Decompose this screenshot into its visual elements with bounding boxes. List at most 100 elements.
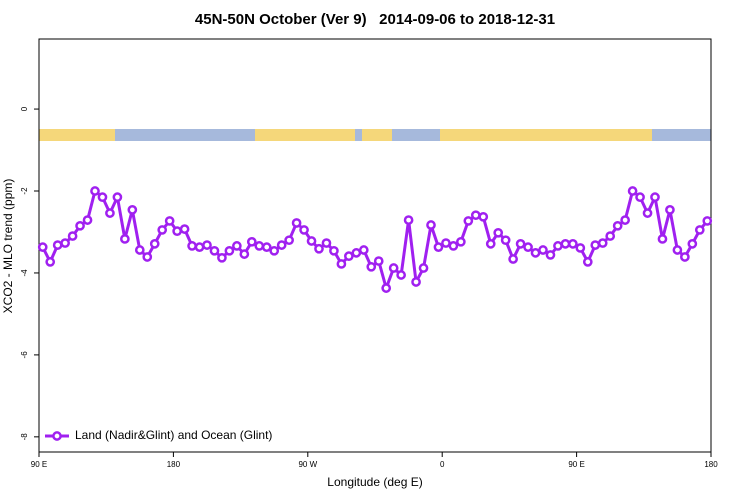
- data-point: [411, 277, 421, 287]
- data-point: [635, 192, 645, 203]
- data-point: [508, 254, 518, 264]
- data-point: [500, 235, 511, 246]
- data-point: [127, 205, 138, 215]
- data-point: [239, 249, 250, 259]
- data-point: [418, 263, 429, 273]
- data-point: [575, 243, 586, 253]
- data-point: [373, 256, 384, 266]
- data-point: [560, 239, 571, 249]
- data-point: [612, 220, 623, 231]
- data-point: [202, 240, 212, 250]
- map-strip: [39, 129, 711, 141]
- y-tick-label: -2: [20, 187, 29, 195]
- data-point: [642, 208, 653, 218]
- data-point: [553, 241, 563, 251]
- data-point: [105, 208, 115, 218]
- x-tick-label: 180: [167, 460, 181, 469]
- data-point: [351, 248, 362, 258]
- data-point: [672, 245, 683, 255]
- data-point: [217, 252, 227, 263]
- legend-marker: [52, 431, 62, 441]
- data-point: [515, 239, 526, 249]
- data-point: [448, 241, 459, 251]
- data-point: [568, 239, 578, 249]
- data-point: [470, 210, 481, 221]
- data-point: [224, 245, 235, 256]
- data-point: [261, 242, 272, 252]
- x-tick-label: 90 E: [31, 460, 47, 469]
- x-tick-label: 90 E: [568, 460, 584, 469]
- data-point: [396, 270, 406, 280]
- data-point: [194, 242, 205, 252]
- y-tick-label: 0: [20, 106, 29, 111]
- data-point: [582, 257, 593, 267]
- data-point: [538, 245, 548, 255]
- data-point: [485, 239, 496, 249]
- data-point: [269, 245, 280, 256]
- data-point: [441, 238, 451, 248]
- data-point: [530, 248, 541, 258]
- data-point: [433, 242, 444, 252]
- data-point: [120, 234, 130, 244]
- data-point: [314, 243, 324, 254]
- data-point: [97, 192, 108, 203]
- data-point: [232, 241, 242, 251]
- x-tick-label: 180: [704, 460, 718, 469]
- y-axis-label: XCO2 - MLO trend (ppm): [1, 179, 15, 314]
- data-point: [665, 205, 675, 215]
- y-tick-label: -6: [20, 351, 29, 359]
- data-point: [60, 238, 70, 248]
- data-point: [680, 252, 690, 262]
- data-point: [381, 283, 392, 293]
- data-point: [456, 236, 466, 247]
- y-tick-label: -4: [20, 269, 29, 277]
- data-point: [172, 226, 182, 237]
- data-point: [426, 220, 436, 230]
- x-tick-label: 90 W: [298, 460, 317, 469]
- data-point: [478, 211, 489, 222]
- data-point: [37, 242, 48, 252]
- chart-title: 45N-50N October (Ver 9) 2014-09-06 to 20…: [195, 11, 555, 28]
- data-point: [590, 240, 601, 250]
- data-point: [545, 250, 556, 260]
- data-point: [597, 238, 608, 248]
- data-point: [67, 231, 78, 241]
- data-point: [329, 245, 339, 256]
- data-point: [254, 241, 265, 251]
- data-point: [344, 251, 354, 262]
- data-point: [82, 215, 93, 225]
- data-point: [605, 231, 616, 241]
- data-point: [52, 240, 63, 250]
- data-point: [157, 225, 168, 235]
- data-point: [523, 242, 533, 252]
- data-point: [149, 239, 160, 249]
- data-point: [657, 234, 668, 244]
- data-point: [291, 218, 302, 228]
- data-point: [284, 235, 294, 246]
- data-point: [463, 216, 474, 226]
- legend-label: Land (Nadir&Glint) and Ocean (Glint): [75, 428, 272, 442]
- data-point: [246, 236, 257, 247]
- data-point: [75, 220, 85, 231]
- data-point: [134, 245, 145, 255]
- data-point: [620, 215, 630, 225]
- data-point: [321, 238, 332, 248]
- data-point: [187, 241, 197, 251]
- data-point: [299, 225, 309, 235]
- data-point: [366, 261, 377, 272]
- x-tick-label: 0: [440, 460, 445, 469]
- data-point: [627, 186, 638, 196]
- data-point: [687, 239, 698, 249]
- x-axis-label: Longitude (deg E): [327, 475, 422, 489]
- data-point: [388, 263, 399, 273]
- data-point: [306, 236, 317, 246]
- data-point: [694, 225, 705, 235]
- data-point: [702, 216, 713, 226]
- data-point: [90, 186, 100, 196]
- data-point: [650, 192, 660, 203]
- data-point: [209, 245, 220, 256]
- data-point: [142, 252, 153, 262]
- y-tick-label: -8: [20, 433, 29, 441]
- data-point: [336, 259, 347, 269]
